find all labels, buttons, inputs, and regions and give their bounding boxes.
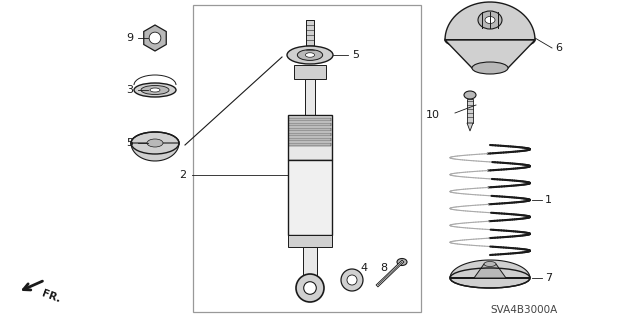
Polygon shape [474,264,506,278]
Polygon shape [144,25,166,51]
Ellipse shape [131,132,179,154]
Text: 6: 6 [555,43,562,53]
Ellipse shape [485,17,495,24]
Ellipse shape [141,85,169,94]
Text: 8: 8 [380,263,387,273]
Bar [294,65,326,79]
Bar [289,118,331,121]
Text: SVA4B3000A: SVA4B3000A [490,305,557,315]
Bar [288,160,332,235]
Ellipse shape [450,268,530,288]
Bar [306,20,314,55]
Ellipse shape [305,53,315,57]
Ellipse shape [287,46,333,64]
Ellipse shape [484,262,496,266]
Bar [289,123,331,126]
Circle shape [149,32,161,44]
Ellipse shape [478,11,502,29]
Ellipse shape [347,275,357,285]
Ellipse shape [464,91,476,99]
Text: 5: 5 [126,138,133,148]
Bar [289,133,331,136]
Ellipse shape [147,139,163,147]
Text: 7: 7 [545,273,552,283]
Bar [467,99,473,123]
Text: 4: 4 [360,263,367,273]
Ellipse shape [397,258,407,265]
Polygon shape [467,123,473,131]
Text: 9: 9 [126,33,133,43]
Circle shape [296,274,324,302]
Ellipse shape [472,62,508,74]
Polygon shape [450,260,530,278]
Bar [289,128,331,131]
Ellipse shape [445,30,535,50]
Text: 5: 5 [352,50,359,60]
Text: 1: 1 [545,195,552,205]
Text: 3: 3 [126,85,133,95]
Circle shape [304,282,316,294]
Polygon shape [445,40,535,68]
Ellipse shape [150,88,160,92]
Bar [305,79,315,115]
Ellipse shape [298,49,323,60]
Bar [303,247,317,278]
Ellipse shape [134,83,176,97]
Text: FR.: FR. [40,288,61,304]
Bar [288,235,332,247]
Text: 10: 10 [426,110,440,120]
Bar [289,143,331,146]
Polygon shape [131,143,179,161]
Polygon shape [445,2,535,40]
Bar [193,5,421,312]
Ellipse shape [341,269,363,291]
Bar [288,115,332,160]
Text: 2: 2 [179,170,186,180]
Bar [289,138,331,141]
